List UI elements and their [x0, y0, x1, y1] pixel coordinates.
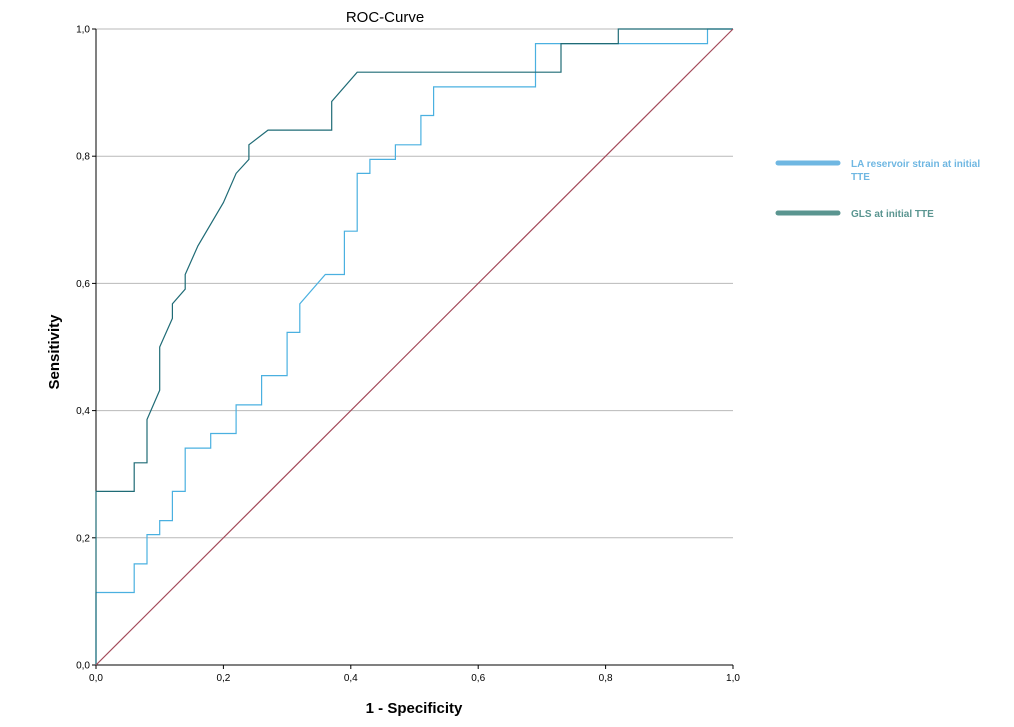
y-tick-label: 1,0 [76, 25, 90, 36]
legend-label: LA reservoir strain at initial [851, 159, 980, 170]
chart-title: ROC-Curve [346, 9, 424, 26]
x-tick-label: 0,0 [89, 673, 103, 684]
legend-label: GLS at initial TTE [851, 209, 934, 220]
series-line-1 [95, 28, 733, 665]
y-tick-label: 0,6 [76, 279, 90, 290]
x-tick-label: 0,8 [599, 673, 613, 684]
x-tick-label: 0,2 [216, 673, 230, 684]
legend-item: LA reservoir strain at initial TTE [775, 159, 980, 183]
x-tick-label: 1,0 [726, 673, 740, 684]
y-tick-label: 0,0 [76, 661, 90, 672]
legend: LA reservoir strain at initial TTE GLS at … [775, 159, 980, 220]
series-line-2 [95, 28, 733, 665]
x-tick-label: 0,4 [344, 673, 358, 684]
x-axis-label: 1 - Specificity [366, 700, 463, 717]
y-tick-label: 0,2 [76, 533, 90, 544]
grid [96, 28, 733, 539]
y-axis-label: Sensitivity [46, 314, 63, 390]
x-tick-label: 0,6 [471, 673, 485, 684]
legend-item: GLS at initial TTE [775, 209, 934, 220]
series-lines [95, 28, 734, 666]
y-tick-label: 0,8 [76, 152, 90, 163]
reference-diagonal-line [95, 28, 734, 666]
y-tick-label: 0,4 [76, 406, 90, 417]
legend-label: TTE [851, 172, 870, 183]
